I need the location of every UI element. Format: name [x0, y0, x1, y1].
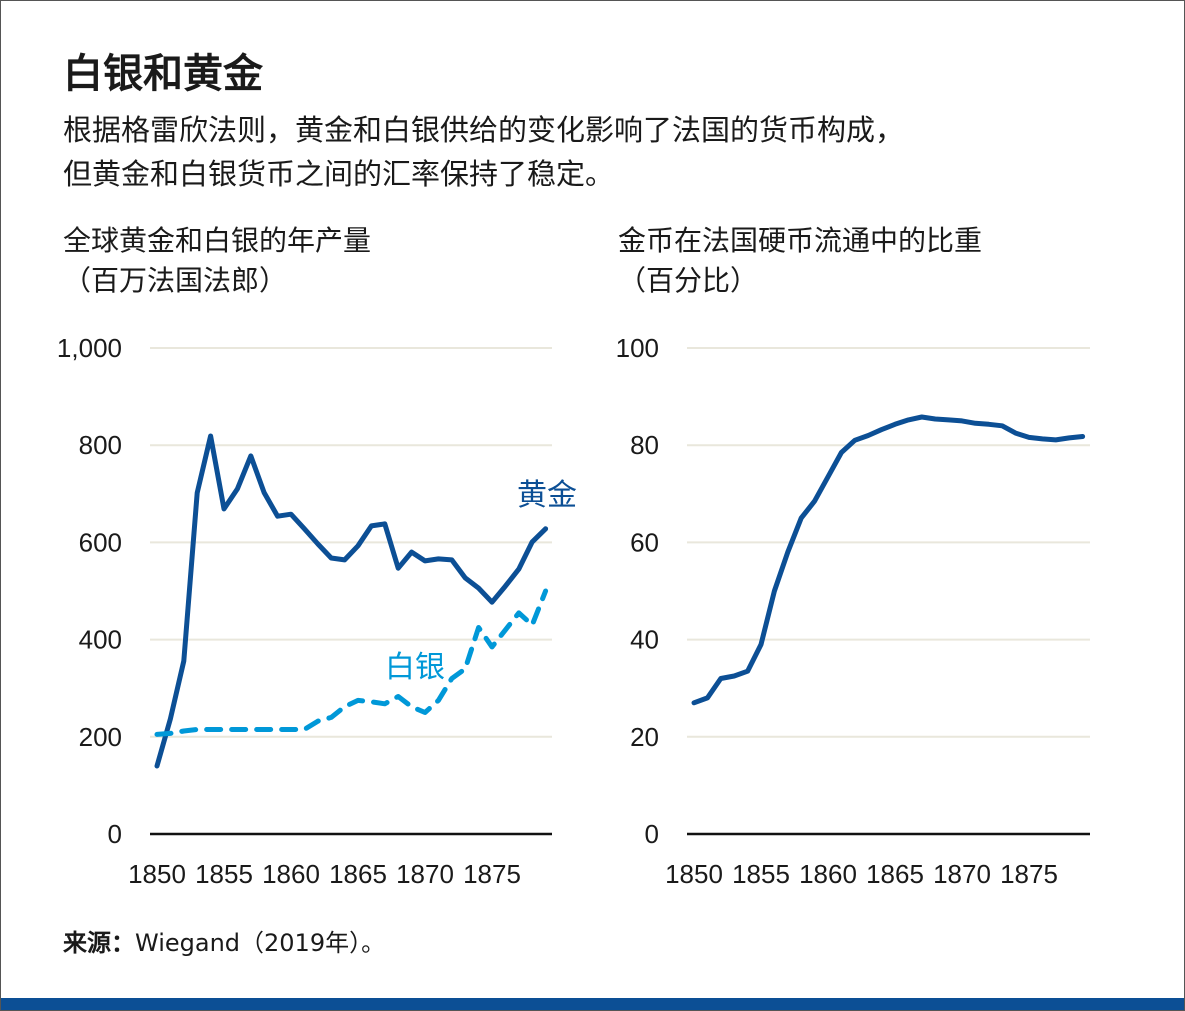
- right-y-tick-label: 20: [630, 722, 659, 752]
- left-x-tick-label: 1850: [128, 859, 186, 889]
- left-y-tick-label: 200: [79, 722, 122, 752]
- right-x-tick-label: 1855: [732, 859, 790, 889]
- left-chart: 0 200 400 600 800 1,000 1850 1855 1860 1865 1870 18…: [57, 333, 577, 889]
- right-x-tick-label: 1870: [933, 859, 991, 889]
- right-y-tick-label: 40: [630, 625, 659, 655]
- left-x-tick-label: 1860: [262, 859, 320, 889]
- right-x-tick-label: 1865: [866, 859, 924, 889]
- left-y-tick-label: 0: [108, 819, 122, 849]
- right-x-tick-label: 1875: [1000, 859, 1058, 889]
- subtitle-line-2: 但黄金和白银货币之间的汇率保持了稳定。: [63, 157, 615, 191]
- left-chart-unit: （百万法国法郎）: [63, 264, 288, 297]
- left-x-tick-label: 1855: [195, 859, 253, 889]
- left-x-tick-label: 1875: [463, 859, 521, 889]
- left-chart-title: 全球黄金和白银的年产量: [63, 224, 372, 257]
- left-series-line-gold: [154, 433, 549, 769]
- right-series-line-gold: [691, 414, 1086, 706]
- right-y-tick-label: 80: [630, 430, 659, 460]
- source-text: Wiegand（2019年）。: [135, 929, 386, 957]
- left-series-label: 黄金: [517, 478, 577, 513]
- right-chart-title: 金币在法国硬币流通中的比重: [618, 224, 983, 257]
- left-y-tick-label: 1,000: [57, 333, 122, 363]
- left-series-label: 白银: [385, 650, 445, 685]
- source-label: 来源：: [63, 929, 135, 957]
- left-y-tick-label: 800: [79, 430, 122, 460]
- figure-title: 白银和黄金: [63, 51, 263, 97]
- right-y-tick-label: 100: [616, 333, 659, 363]
- left-x-tick-label: 1870: [396, 859, 454, 889]
- left-y-tick-label: 600: [79, 527, 122, 557]
- source-note: 来源：Wiegand（2019年）。: [63, 923, 385, 958]
- right-y-tick-label: 60: [630, 527, 659, 557]
- right-y-tick-label: 0: [645, 819, 659, 849]
- right-chart: 0 20 40 60 80 100 1850 1855 1860 1865 1870 1875: [616, 333, 1090, 889]
- right-x-tick-label: 1850: [665, 859, 723, 889]
- left-x-tick-label: 1865: [329, 859, 387, 889]
- left-series-line-silver: [154, 588, 549, 737]
- subtitle-line-1: 根据格雷欣法则，黄金和白银供给的变化影响了法国的货币构成，: [63, 113, 905, 147]
- left-y-tick-label: 400: [79, 625, 122, 655]
- bottom-bar: [1, 998, 1184, 1010]
- right-x-tick-label: 1860: [799, 859, 857, 889]
- right-chart-unit: （百分比）: [618, 264, 759, 297]
